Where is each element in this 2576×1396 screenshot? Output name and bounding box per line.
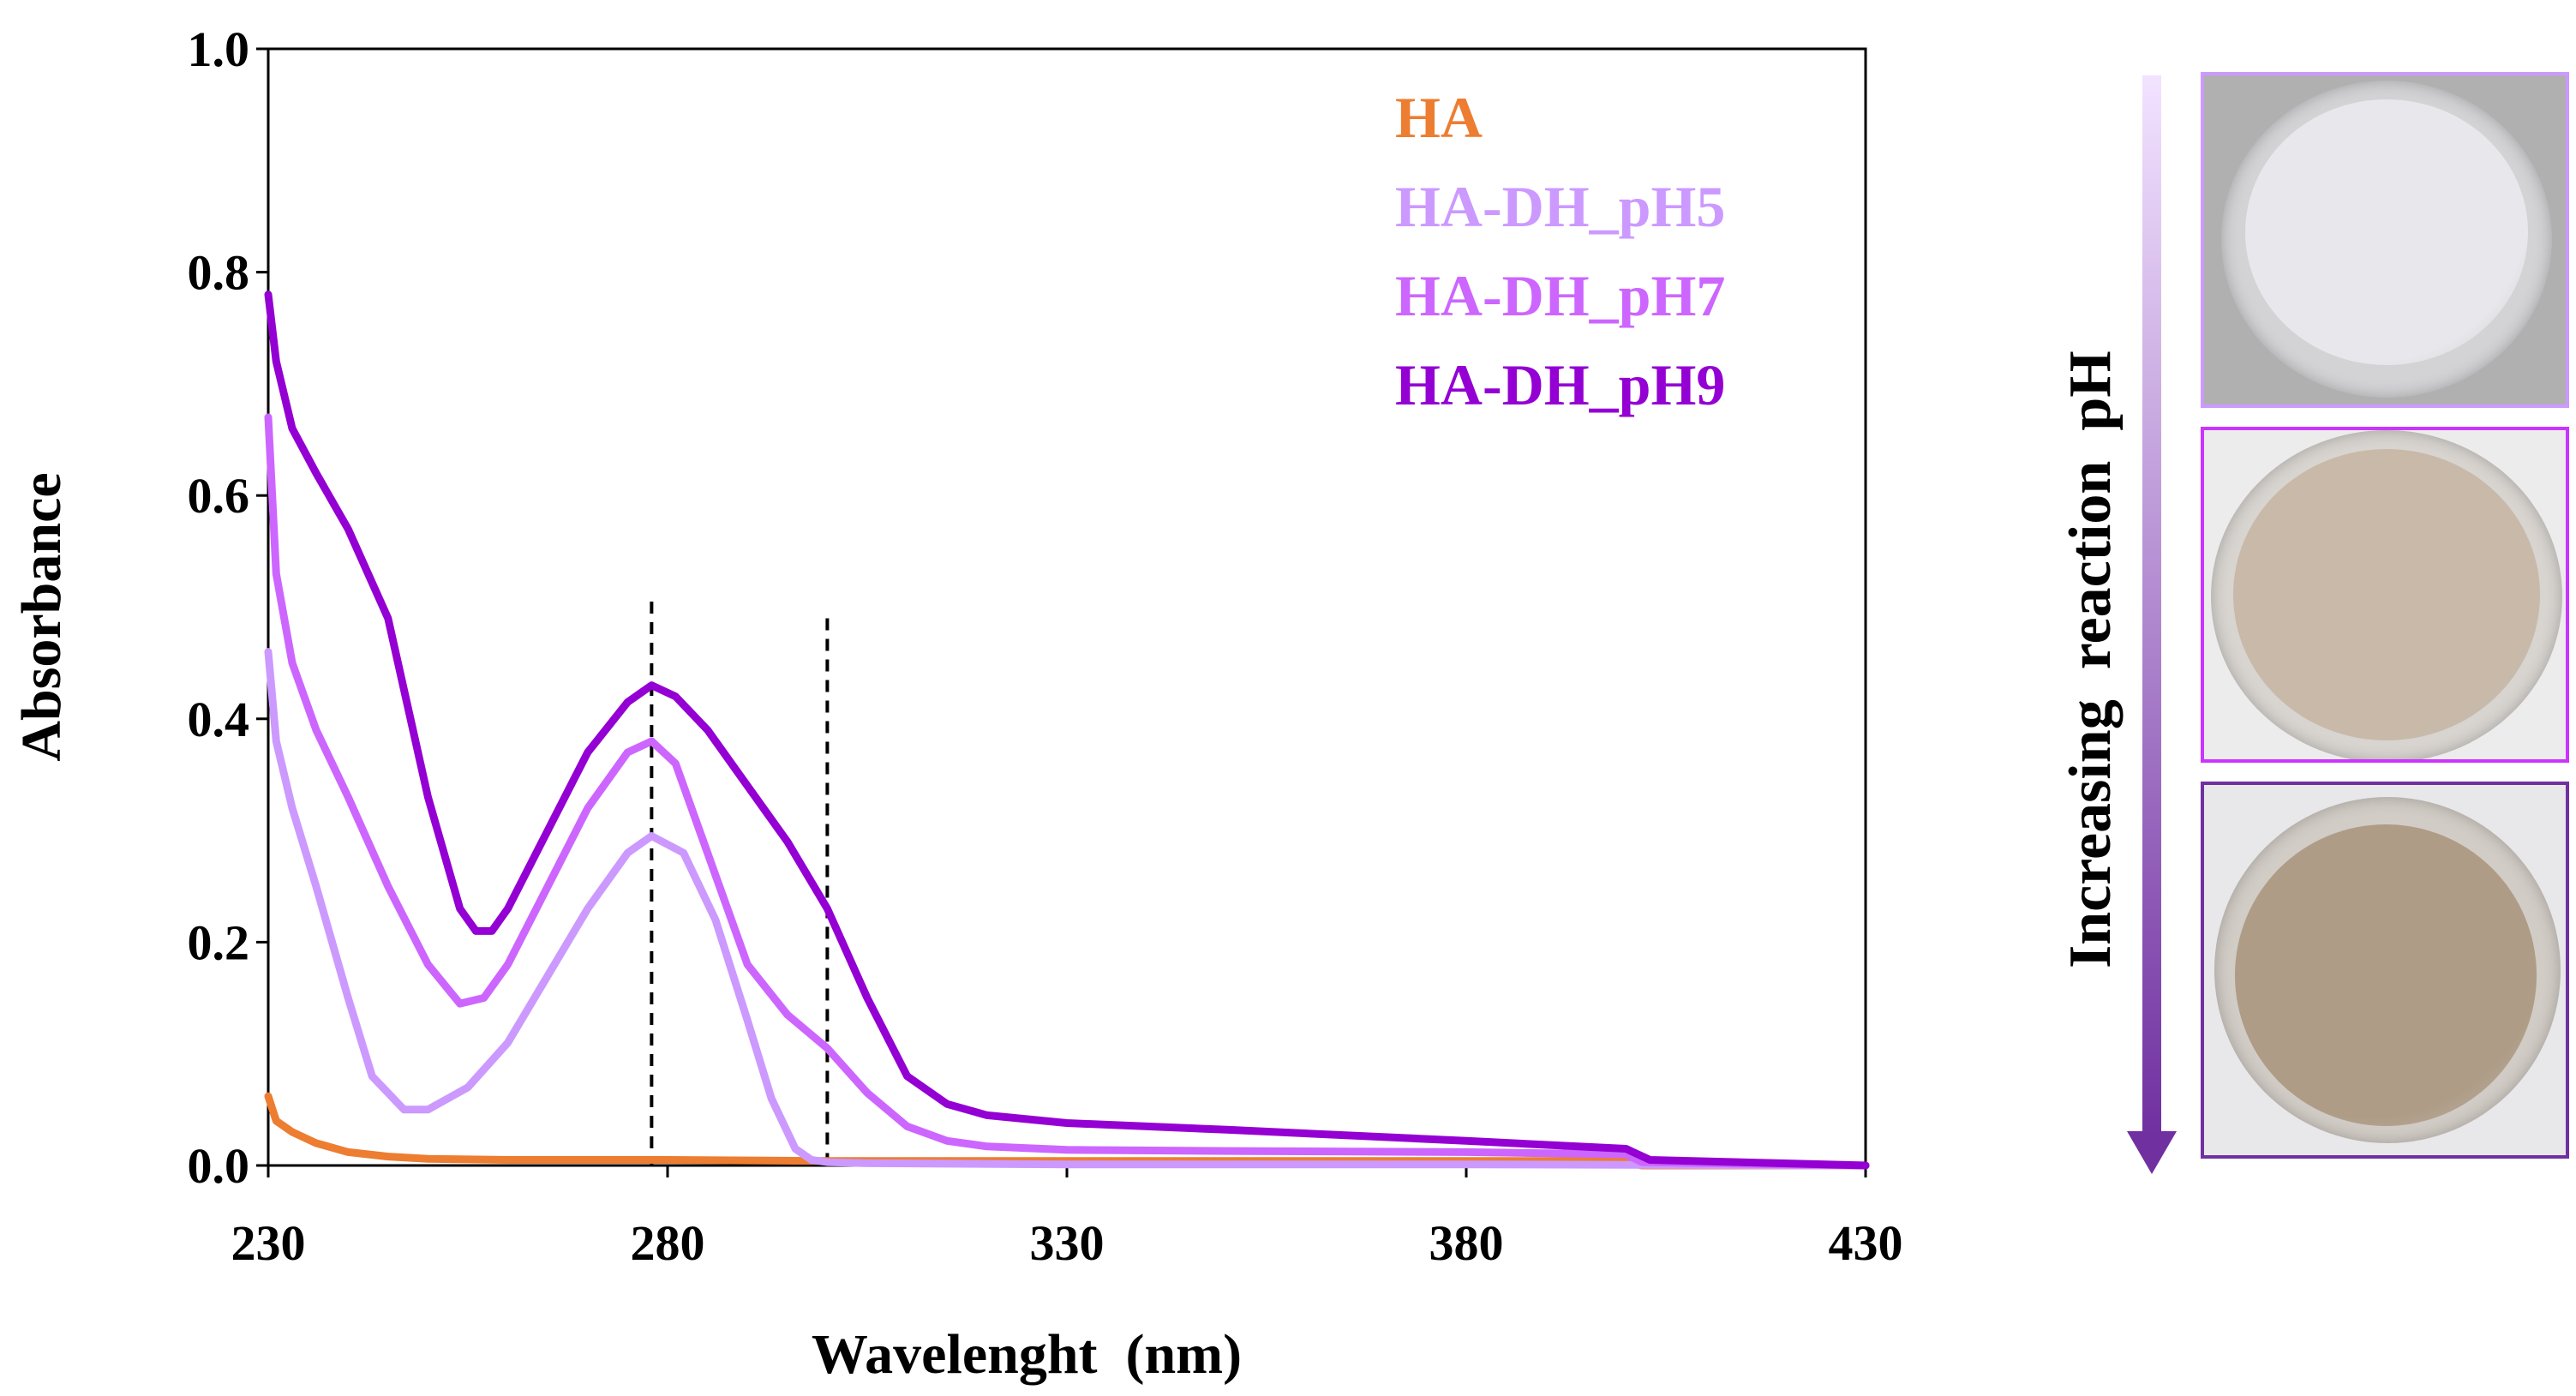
legend-entry: HA-DH_pH9 (1395, 352, 1725, 417)
series-line-ha-dh-ph9 (264, 291, 1870, 1170)
y-tick-label: 0.4 (188, 692, 250, 747)
sample-photo-panel: Increasing reaction pH (1971, 0, 2576, 1396)
increasing-ph-arrow (2127, 75, 2177, 1174)
legend-entry: HA-DH_pH5 (1395, 174, 1725, 239)
y-tick-label: 0.0 (188, 1138, 250, 1194)
x-axis-label: Wavelenght (nm) (812, 1323, 1242, 1386)
y-tick-label: 1.0 (188, 21, 250, 77)
uv-vis-chart: 0.0 0.2 0.4 0.6 0.8 1.0 230 280 330 380 430 HA HA-D… (10, 21, 1903, 1386)
increasing-ph-label: Increasing reaction pH (2058, 350, 2124, 968)
y-tick-label: 0.8 (188, 245, 250, 301)
arrow-shaft (2142, 75, 2161, 1138)
legend: HA HA-DH_pH5 HA-DH_pH7 HA-DH_pH9 (1395, 85, 1725, 417)
plot-area: 0.0 0.2 0.4 0.6 0.8 1.0 230 280 330 380 430 (188, 21, 1903, 1271)
sample-photo-ph5 (2201, 72, 2569, 408)
x-tick-label: 380 (1429, 1215, 1504, 1271)
legend-entry: HA-DH_pH7 (1395, 263, 1725, 328)
powder-sample (2235, 824, 2537, 1126)
y-tick-label: 0.2 (188, 914, 250, 970)
arrow-head (2127, 1131, 2177, 1174)
x-tick-label: 280 (631, 1215, 705, 1271)
powder-sample (2233, 449, 2540, 740)
series-line-ha-dh-ph7 (264, 413, 1870, 1170)
y-axis-label: Absorbance (10, 472, 73, 761)
x-tick-label: 430 (1829, 1215, 1903, 1271)
powder-sample (2245, 99, 2528, 365)
sample-photo-ph7 (2201, 427, 2569, 763)
series-line-ha-dh-ph5 (264, 648, 1870, 1170)
y-tick-label: 0.6 (188, 468, 250, 524)
legend-entry: HA (1395, 85, 1483, 150)
sample-photo-ph9 (2201, 782, 2569, 1159)
x-tick-label: 230 (231, 1215, 306, 1271)
x-tick-label: 330 (1030, 1215, 1105, 1271)
